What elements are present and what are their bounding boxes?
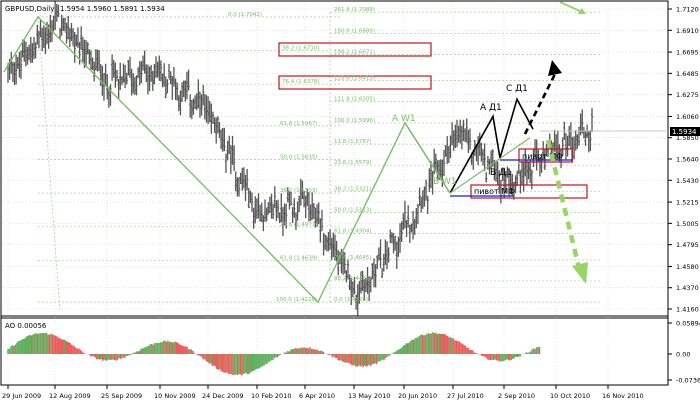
time-tick-label: 10 Nov 2009 (154, 392, 196, 400)
fib-label-right: 111.8 (1.6205) (334, 97, 375, 103)
time-tick-label: 2 Sep 2010 (498, 392, 535, 400)
fib-label-right: 76.4 (1.4645) (334, 255, 372, 261)
wave-label-b-d1: B Д1 (490, 168, 512, 178)
price-tick-label: 1.5640 (676, 156, 699, 164)
time-tick-label: 6 Apr 2010 (299, 392, 335, 400)
fib-label-left: 100.0 (1.4228) (276, 297, 317, 303)
price-axis: 1.7120 1.6910 1.6695 1.6485 1.6275 1.6060 1.58… (668, 6, 699, 314)
fib-label-left: 61.8 (1.4639) (280, 255, 318, 261)
ao-histogram (7, 332, 541, 376)
price-tick-label: 1.4160 (676, 306, 699, 314)
wave-lines (3, 15, 534, 304)
time-tick-label: 10 Feb 2010 (251, 392, 291, 400)
price-tick-label: 1.6485 (676, 70, 699, 78)
fib-label-left: 0.0 (1.7042) (228, 12, 262, 18)
price-tick-label: 1.6060 (676, 113, 699, 121)
price-tick-label: 1.5215 (676, 199, 699, 207)
fib-label-right: 123.6 (1.6413) (334, 76, 375, 82)
time-tick-label: 29 Jun 2009 (2, 392, 41, 400)
fib-label-left: 38.2 (1.6710) (282, 46, 320, 52)
fib-label-right: 261.8 (1.7089) (334, 7, 375, 13)
time-tick-label: 13 May 2010 (348, 392, 390, 400)
fib-label-left: 76.4 (1.6378) (282, 79, 320, 85)
fib-label-right: 150.0 (1.6880) (334, 28, 375, 34)
symbol-title: GBPUSD,Daily (5, 5, 54, 13)
price-tick-label: 1.6275 (676, 91, 699, 99)
fib-label-right: 50.0 (1.5113) (334, 207, 372, 213)
fib-label-left: 50.0 (1.5635) (280, 155, 318, 161)
wave-label-a-d1: A Д1 (480, 103, 502, 113)
price-bars (6, 1, 594, 316)
ao-title: AO 0.00056 (5, 322, 47, 330)
fib-label-right: 61.8 (1.4904) (334, 229, 372, 235)
time-axis: 29 Jun 2009 12 Aug 2009 25 Sep 2009 10 Nov … (2, 385, 644, 400)
wave-label-b-w1: B W1 (433, 177, 457, 187)
time-tick-label: 20 Jun 2010 (398, 392, 437, 400)
time-tick-label: 10 Oct 2010 (550, 392, 590, 400)
fib-label-right: 88.2 (1.4437) (334, 276, 372, 282)
fib-label-right: 38.2 (1.5321) (334, 186, 372, 192)
ao-tick-label: 0.00 (676, 351, 690, 359)
price-tick-label: 1.6910 (676, 27, 699, 35)
projection-arrow-down (545, 139, 583, 273)
fib-box-lower (278, 75, 432, 90)
arrow-down-head (572, 262, 588, 284)
fib-labels: 0.0 (1.7042) 38.2 (1.6710) 76.4 (1.6378) 61… (228, 7, 375, 303)
time-tick-label: 16 Nov 2010 (602, 392, 644, 400)
time-tick-label: 27 Jul 2010 (447, 392, 484, 400)
price-tick-label: 1.5850 (676, 134, 699, 142)
arrow-up-head (548, 60, 562, 76)
fib-label-right: 11.8 (1.5787) (334, 139, 372, 145)
time-tick-label: 24 Dec 2009 (202, 392, 244, 400)
price-tick-label: 1.5005 (676, 220, 699, 228)
price-tick-label: 1.6695 (676, 49, 699, 57)
pivot-box-upper (518, 148, 573, 163)
price-tick-label: 1.4795 (676, 241, 699, 249)
fib-label-right: 100.0 (1.5996) (334, 118, 375, 124)
price-tick-label: 1.4370 (676, 284, 699, 292)
current-price-label: 1.5934 (672, 128, 697, 136)
fib-label-left: 38.2 (1.5303) (280, 188, 318, 194)
wave-label-a-w1: A W1 (392, 114, 416, 124)
fib-label-right: 23.6 (1.5579) (334, 160, 372, 166)
fib-box-upper (278, 42, 432, 57)
pivot-box-lower (470, 184, 588, 199)
projection-arrow-up (523, 71, 558, 135)
time-tick-label: 25 Sep 2009 (101, 392, 142, 400)
wave-label-c-d1: C Д1 (506, 84, 528, 94)
ao-tick-label: -0.07368 (676, 377, 700, 385)
fib-label-right: 0.0 (1.4228) (334, 297, 368, 303)
price-tick-label: 1.5430 (676, 177, 699, 185)
pivot-label-lower: пивот МФ (474, 187, 515, 196)
ao-tick-label: 0.05894 (676, 320, 700, 328)
fib-label-right: 138.2 (1.6671) (334, 50, 375, 56)
price-tick-label: 1.4580 (676, 263, 699, 271)
price-tick-label: 1.7120 (676, 6, 699, 14)
fib-label-left: 23.6 (1.4971) (280, 222, 318, 228)
current-price-marker (670, 127, 700, 136)
ao-axis: 0.05894 0.00 -0.07368 (668, 320, 700, 385)
pivot-label-upper: пивот МФ (522, 152, 563, 161)
time-tick-label: 12 Aug 2009 (49, 392, 91, 400)
ohlc-readout: 1.5954 1.5960 1.5891 1.5934 (60, 5, 165, 13)
fib-label-left: 61.8 (1.5967) (280, 121, 318, 127)
